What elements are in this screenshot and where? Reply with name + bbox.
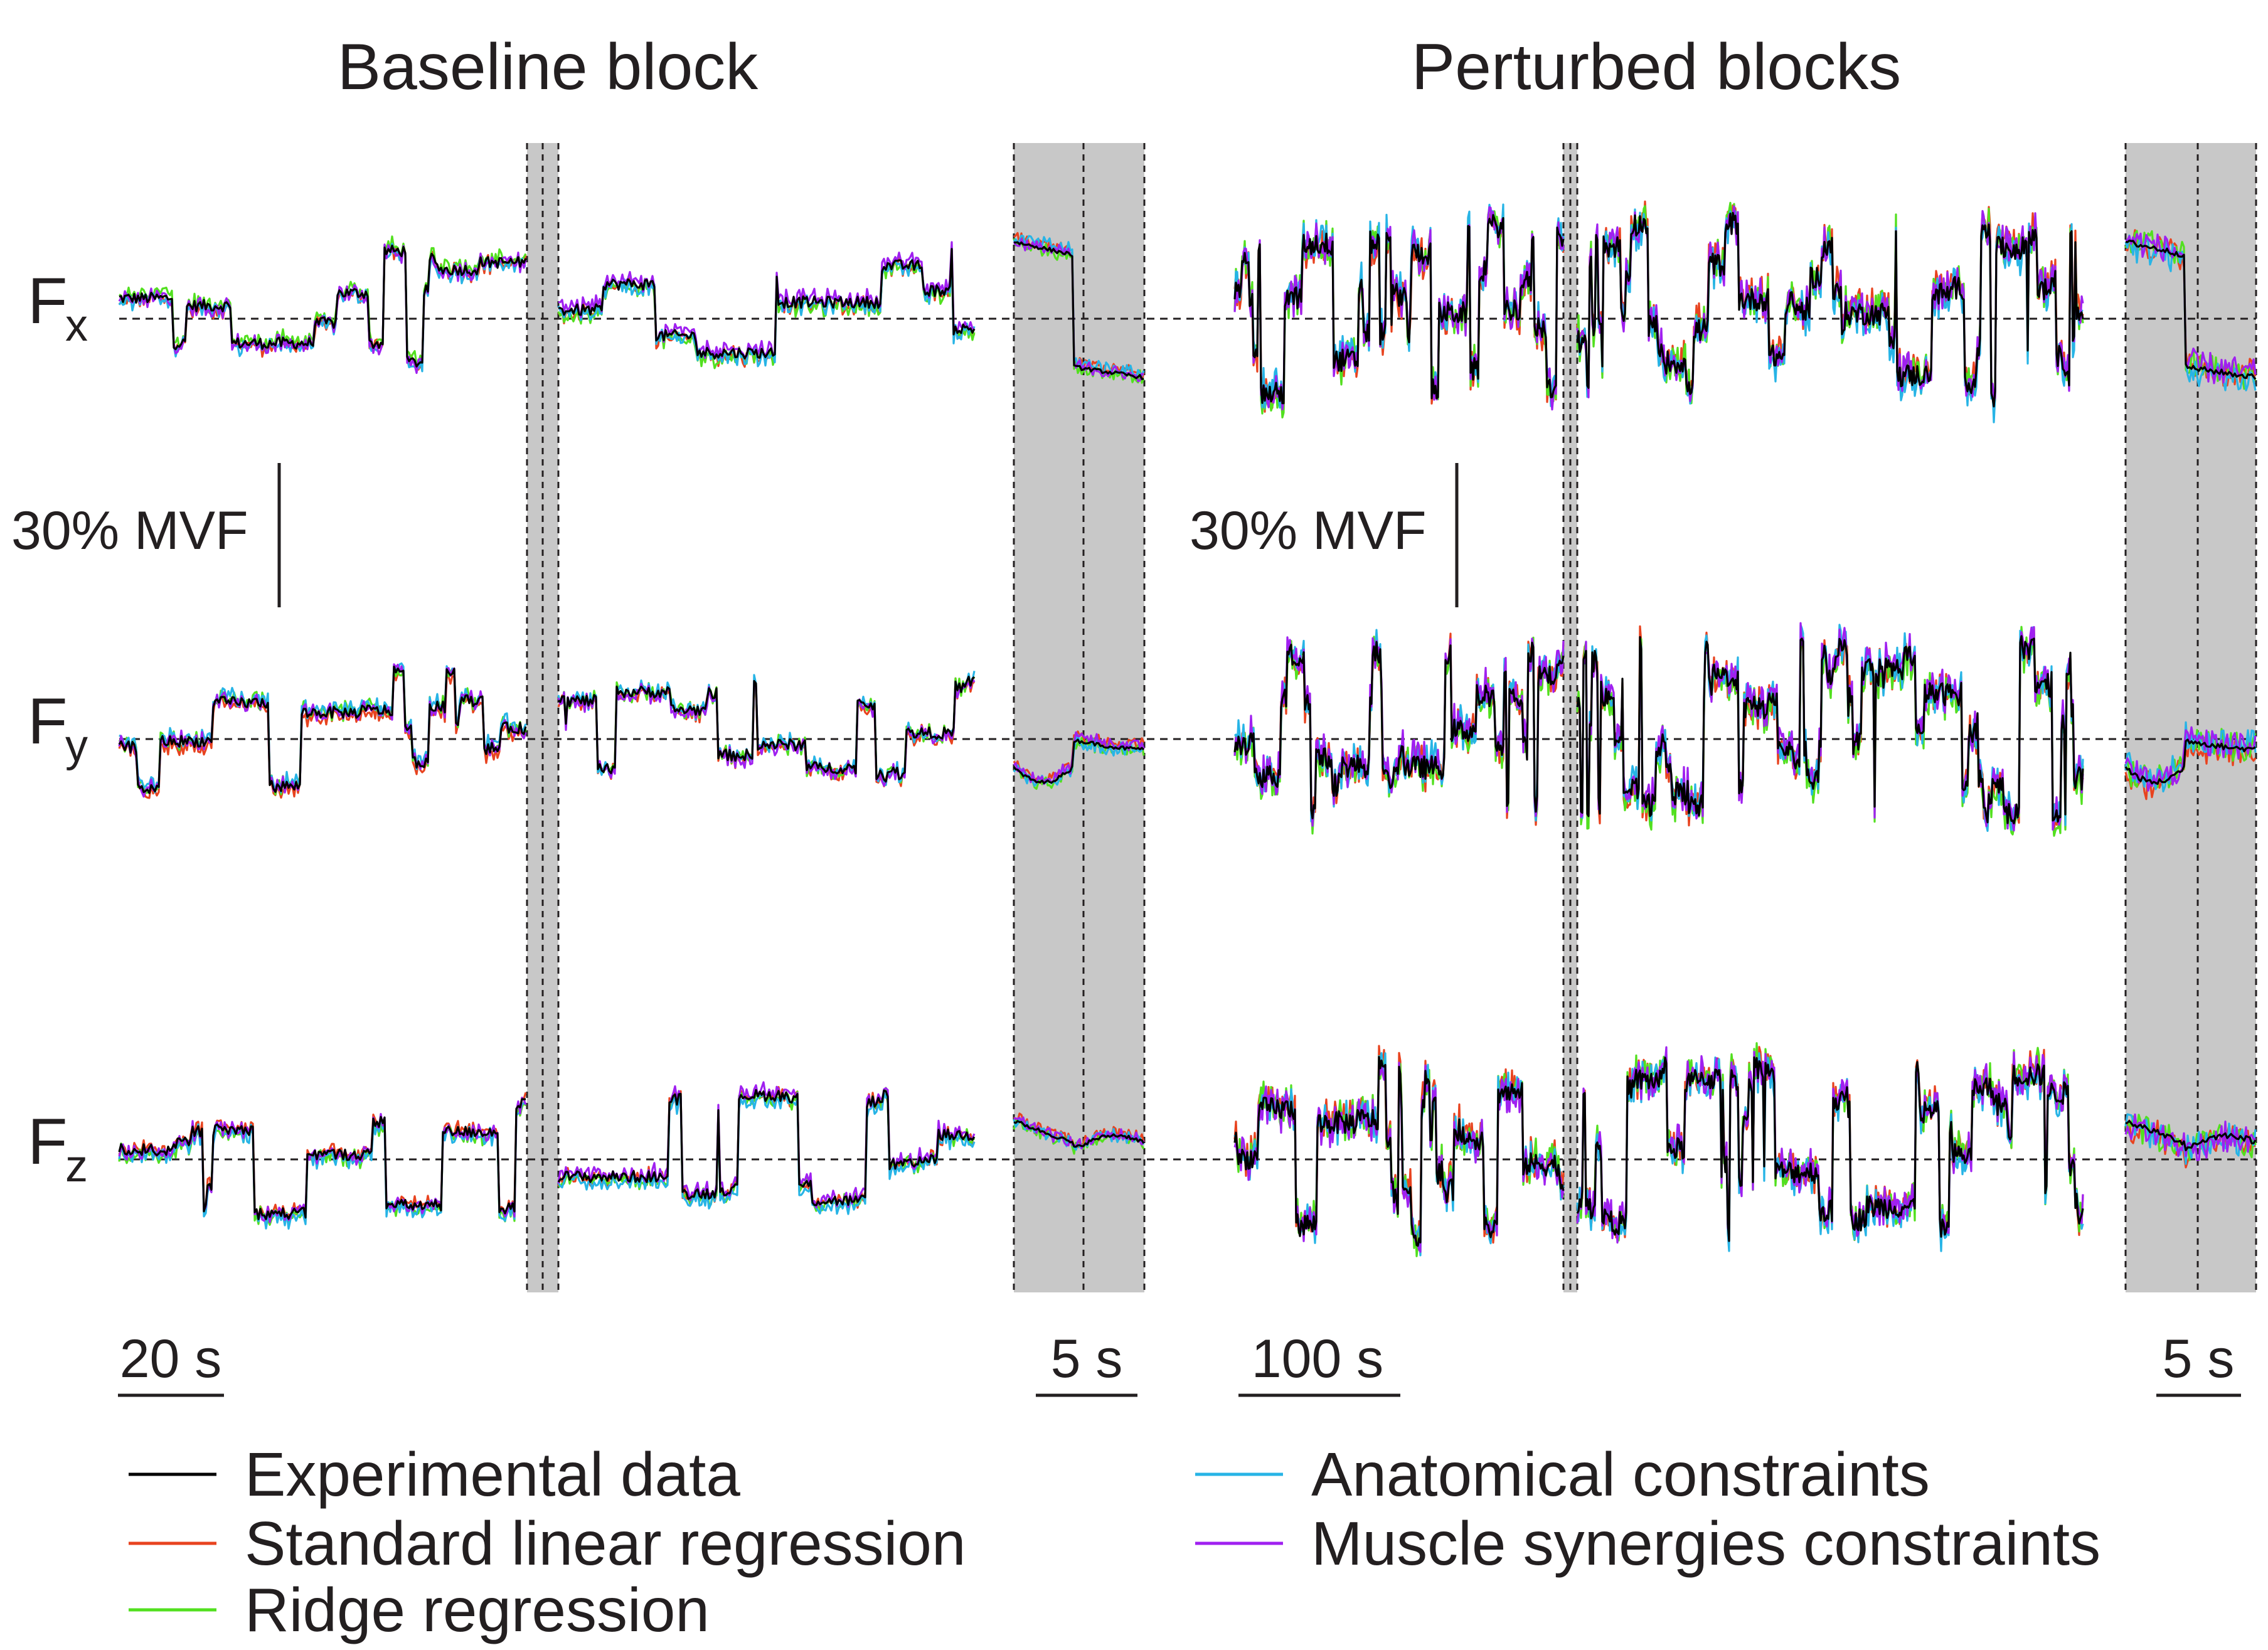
legend-item-anatomical: Anatomical constraints [1195, 1440, 1930, 1509]
trace-fz-experimental-data-perturbed-zoom [2125, 1120, 2257, 1152]
baseline-zoom-time-scale: 5 s [1036, 1329, 1137, 1397]
svg-text:Anatomical constraints: Anatomical constraints [1311, 1440, 1930, 1509]
svg-text:F: F [28, 685, 68, 758]
svg-text:20 s: 20 s [120, 1329, 222, 1389]
perturbed-force-scale: 30% MVF [1190, 463, 1459, 607]
trace-fx-experimental-data-baseline-zoom [1013, 241, 1144, 380]
force-traces [118, 200, 2257, 1257]
perturbed-selection-window [1563, 143, 1577, 1292]
trace-fy-anatomical-constraints-baseline-full [119, 662, 527, 794]
trace-fz-anatomical-constraints-baseline-full2 [557, 1091, 976, 1215]
trace-fz-experimental-data-baseline-full [118, 1098, 526, 1220]
trace-fy-experimental-data-baseline-full [118, 665, 527, 794]
svg-text:100 s: 100 s [1252, 1329, 1383, 1389]
trace-fz-experimental-data-baseline-full2 [557, 1088, 976, 1206]
svg-text:5 s: 5 s [2163, 1329, 2235, 1389]
trace-fy-experimental-data-perturbed-zoom [2124, 738, 2256, 785]
baseline-title: Baseline block [338, 31, 759, 104]
svg-text:30% MVF: 30% MVF [1190, 501, 1427, 561]
trace-fy-experimental-data-baseline-zoom [1013, 738, 1145, 784]
baseline-zoom-panel [1014, 143, 1144, 1292]
trace-fz-anatomical-constraints-baseline-full [118, 1102, 526, 1230]
trace-fy-muscle-synergies-constraints-perturbed-zoom [2124, 726, 2257, 792]
trace-fx-experimental-data-perturbed-full [1233, 214, 1565, 405]
trace-fz-muscle-synergies-constraints-perturbed-full [1233, 1062, 1565, 1253]
trace-fy-muscle-synergies-constraints-perturbed-full [1233, 636, 1565, 827]
trace-fx-experimental-data-baseline-full2 [558, 248, 976, 359]
trace-fy-ridge-regression-baseline-zoom [1013, 737, 1145, 790]
baseline-force-scale: 30% MVF [11, 463, 281, 607]
svg-text:z: z [65, 1141, 88, 1191]
trace-fx-experimental-data-perturbed-full2 [1576, 211, 2084, 408]
trace-fz-standard-linear-regression-perturbed-full2 [1576, 1046, 2084, 1242]
legend-item-linear-regression: Standard linear regression [129, 1509, 966, 1578]
trace-fz-experimental-data-baseline-zoom [1013, 1120, 1145, 1148]
trace-fz-muscle-synergies-constraints-perturbed-full2 [1576, 1046, 2084, 1244]
trace-fy-experimental-data-perturbed-full2 [1576, 635, 2084, 824]
svg-text:Ridge regression: Ridge regression [245, 1575, 710, 1644]
trace-fy-anatomical-constraints-perturbed-full [1233, 629, 1565, 822]
legend-item-synergies: Muscle synergies constraints [1195, 1509, 2100, 1578]
svg-text:Experimental data: Experimental data [245, 1440, 740, 1509]
trace-fy-muscle-synergies-constraints-baseline-full [118, 663, 527, 798]
trace-fx-muscle-synergies-constraints-baseline-full [118, 243, 527, 375]
trace-fy-ridge-regression-perturbed-full [1233, 636, 1565, 835]
trace-fy-ridge-regression-baseline-full [118, 664, 527, 796]
perturbed-zoom-time-scale: 5 s [2156, 1329, 2241, 1397]
trace-fz-experimental-data-perturbed-full [1233, 1056, 1565, 1247]
legend: Experimental data Standard linear regres… [129, 1440, 2100, 1644]
svg-text:y: y [65, 721, 88, 771]
perturbed-title: Perturbed blocks [1412, 31, 1901, 104]
fx-label: F x [28, 265, 88, 351]
legend-item-ridge-regression: Ridge regression [129, 1575, 710, 1644]
svg-text:F: F [28, 1105, 68, 1178]
trace-fz-ridge-regression-perturbed-full2 [1576, 1042, 2084, 1242]
trace-fy-experimental-data-baseline-full2 [557, 675, 976, 783]
perturbed-zoom-panel [2126, 143, 2256, 1292]
baseline-selection-window [527, 143, 558, 1292]
trace-fx-experimental-data-perturbed-zoom [2125, 239, 2257, 380]
trace-fz-experimental-data-perturbed-full2 [1576, 1056, 2084, 1242]
trace-fx-experimental-data-baseline-full [119, 244, 527, 368]
svg-text:5 s: 5 s [1051, 1329, 1123, 1389]
trace-fy-standard-linear-regression-perturbed-full [1233, 632, 1565, 831]
trace-fy-anatomical-constraints-baseline-full2 [557, 671, 976, 786]
trace-fy-experimental-data-perturbed-full [1233, 641, 1565, 819]
baseline-time-scale: 20 s [118, 1329, 224, 1397]
perturbed-time-scale: 100 s [1238, 1329, 1400, 1397]
svg-text:F: F [28, 265, 68, 338]
zero-lines [119, 317, 2256, 1161]
trace-fx-ridge-regression-baseline-full2 [557, 248, 976, 370]
trace-fx-muscle-synergies-constraints-baseline-zoom [1013, 238, 1144, 383]
svg-text:Muscle synergies constraints: Muscle synergies constraints [1311, 1509, 2100, 1578]
trace-fx-muscle-synergies-constraints-perturbed-zoom [2125, 232, 2257, 385]
trace-fz-muscle-synergies-constraints-baseline-zoom [1013, 1116, 1145, 1150]
legend-item-experimental: Experimental data [129, 1440, 740, 1509]
svg-text:30% MVF: 30% MVF [11, 501, 248, 561]
svg-text:Standard linear regression: Standard linear regression [245, 1509, 966, 1578]
svg-text:x: x [65, 301, 88, 351]
shaded-windows [527, 143, 2256, 1292]
fy-label: F y [28, 685, 88, 771]
fz-label: F z [28, 1105, 88, 1191]
